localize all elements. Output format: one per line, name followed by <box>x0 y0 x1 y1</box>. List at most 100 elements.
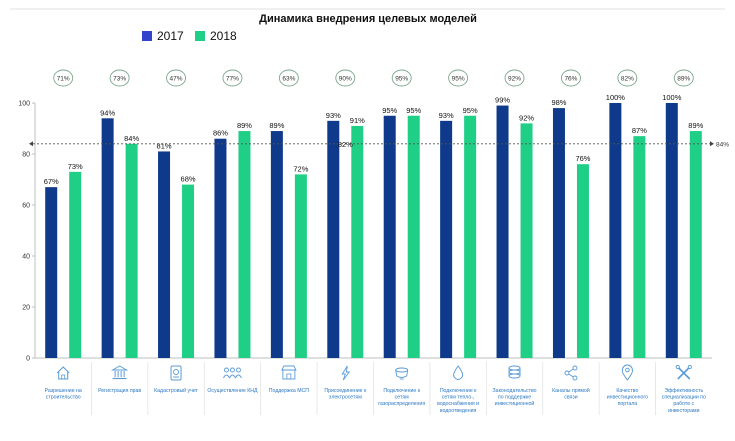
category-label: инвестиционного <box>607 395 648 401</box>
reference-line-group: 84% <box>29 141 729 148</box>
total-bubbles: 71% 73% 47% 77% 63% 90% 95% 95% 92% 76% 82% 89% <box>53 69 694 87</box>
share-icon <box>564 365 578 381</box>
total-bubble-label: 95% <box>395 76 408 83</box>
total-bubble: 95% <box>448 69 469 87</box>
bar-2017 <box>440 120 453 358</box>
value-label-2018: 76% <box>575 154 590 163</box>
bar-2018 <box>351 125 364 358</box>
y-tick-label: 100 <box>18 101 30 108</box>
bar-2018 <box>69 171 82 358</box>
bar-2018 <box>182 184 195 358</box>
bar-2018 <box>464 115 477 358</box>
water-drop-icon <box>453 365 464 380</box>
legend-label-2018: 2018 <box>210 29 237 43</box>
bar-2017 <box>552 108 565 358</box>
bar-2018 <box>125 143 138 358</box>
total-bubble-label: 77% <box>226 76 239 83</box>
category-label: Эффективность <box>664 388 703 394</box>
value-label-2017: 93% <box>439 111 454 120</box>
bar-2017 <box>101 118 114 358</box>
total-bubble: 71% <box>53 69 74 87</box>
reference-arrow-left <box>29 141 33 147</box>
y-tick-label: 40 <box>22 254 30 261</box>
category-label: Поддержка МСП <box>269 388 310 394</box>
category-label: Качество <box>616 388 638 394</box>
bar-2017 <box>327 120 340 358</box>
total-bubble-label: 73% <box>113 76 126 83</box>
total-bubble-label: 95% <box>452 76 465 83</box>
value-label-2018: 87% <box>632 126 647 135</box>
value-label-2018: 91% <box>350 116 365 125</box>
chart-title: Динамика внедрения целевых моделей <box>259 13 477 25</box>
value-label-2017: 98% <box>551 98 566 107</box>
legend-label-2017: 2017 <box>157 29 184 43</box>
total-bubble-outline <box>391 69 412 87</box>
y-axis: 0 20 40 60 80 100 <box>18 101 712 415</box>
category-label: строительство <box>46 395 81 401</box>
value-label-2018: 95% <box>463 106 478 115</box>
value-label-2017: 89% <box>269 121 284 130</box>
bar-2018 <box>407 115 420 358</box>
total-bubble-label: 63% <box>282 76 295 83</box>
total-bubble-outline <box>109 69 130 87</box>
total-bubble: 95% <box>391 69 412 87</box>
value-label-2017: 94% <box>100 108 115 117</box>
value-label-2017: 99% <box>495 96 510 105</box>
category-label: электросетям <box>329 395 362 401</box>
y-tick-label: 20 <box>22 305 30 312</box>
total-bubble-label: 92% <box>508 76 521 83</box>
category-label: инвесторами <box>668 408 699 414</box>
category-label: газораспределения <box>378 401 425 407</box>
y-tick-label: 60 <box>22 203 30 210</box>
category-label: сетям тепло-, <box>442 395 475 401</box>
category-label: Подключение к <box>440 388 477 394</box>
total-bubble-label: 89% <box>677 76 690 83</box>
value-label-2018: 84% <box>124 134 139 143</box>
value-label-2017: 100% <box>606 93 626 102</box>
total-bubble-outline <box>448 69 469 87</box>
extra-value-label: 82% <box>338 140 353 149</box>
total-bubble-outline <box>53 69 74 87</box>
value-label-2018: 95% <box>406 106 421 115</box>
category-label: Подключение к <box>383 388 420 394</box>
lightning-icon <box>341 365 351 381</box>
total-bubble-label: 82% <box>621 76 634 83</box>
tools-icon <box>675 364 692 380</box>
bar-2017 <box>609 103 622 358</box>
total-bubble-label: 71% <box>57 76 70 83</box>
value-label-2017: 67% <box>44 177 59 186</box>
category-label: связи <box>564 395 577 401</box>
total-bubble: 76% <box>561 69 581 87</box>
bar-2018 <box>294 174 307 358</box>
total-bubble-outline <box>504 69 525 87</box>
total-bubble-outline <box>673 69 694 87</box>
total-bubble-outline <box>561 69 581 87</box>
total-bubble-outline <box>222 69 243 87</box>
category-label: портала <box>618 401 638 407</box>
value-label-2017: 100% <box>662 93 682 102</box>
coins-stack-icon <box>508 365 521 379</box>
total-bubble-label: 90% <box>339 76 352 83</box>
value-label-2017: 81% <box>157 141 172 150</box>
category-label: инвестиционной <box>495 400 535 407</box>
people-group-icon <box>223 367 242 379</box>
value-label-2018: 72% <box>293 164 308 173</box>
reference-line-label: 84% <box>716 141 729 148</box>
category-label: по поддержке <box>498 395 531 401</box>
category-label: водоотведения <box>440 408 477 414</box>
total-bubble: 73% <box>109 69 130 87</box>
total-bubble-outline <box>278 69 299 87</box>
total-bubble: 90% <box>335 69 356 87</box>
category-label: Регистрация прав <box>98 388 141 394</box>
cadastre-document-icon <box>170 365 182 381</box>
bar-2018 <box>238 131 251 358</box>
category-label: Кадастровый учет <box>154 387 198 394</box>
total-bubble-label: 47% <box>170 76 183 83</box>
category-label: Присоединение к <box>324 388 367 394</box>
value-labels: 67% 73% 94% 84% 81% 68% 86% 89% 89% 72% 93% 91% 82% 9… <box>44 93 704 186</box>
category-label: сетям <box>395 395 409 401</box>
shop-icon <box>281 365 297 380</box>
total-bubble: 82% <box>617 69 638 87</box>
category-label: работе с <box>673 401 694 407</box>
